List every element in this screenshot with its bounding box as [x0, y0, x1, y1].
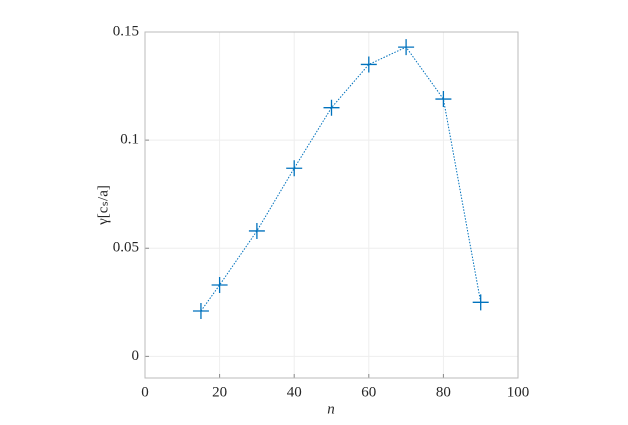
x-axis-label: n — [327, 401, 335, 417]
data-marker — [192, 302, 209, 319]
data-marker — [435, 91, 452, 108]
plot-area — [144, 31, 519, 379]
y-axis-label: γ[cₛ/a] — [95, 185, 111, 226]
data-marker — [248, 222, 265, 239]
x-tick-label: 80 — [436, 384, 451, 400]
x-tick-label: 40 — [287, 384, 302, 400]
data-marker — [211, 277, 228, 294]
data-marker — [360, 56, 377, 73]
y-tick-label: 0.05 — [113, 240, 139, 256]
data-marker — [323, 99, 340, 116]
x-tick-label: 60 — [361, 384, 376, 400]
x-tick-label: 0 — [141, 384, 149, 400]
y-tick-label: 0.1 — [120, 132, 139, 148]
y-tick-label: 0 — [132, 348, 140, 364]
x-tick-label: 100 — [507, 384, 530, 400]
data-marker — [286, 160, 303, 177]
x-tick-label: 20 — [212, 384, 227, 400]
y-tick-label: 0.15 — [113, 23, 139, 39]
plot-border — [144, 31, 519, 379]
data-marker — [472, 294, 489, 311]
data-marker — [398, 39, 415, 56]
